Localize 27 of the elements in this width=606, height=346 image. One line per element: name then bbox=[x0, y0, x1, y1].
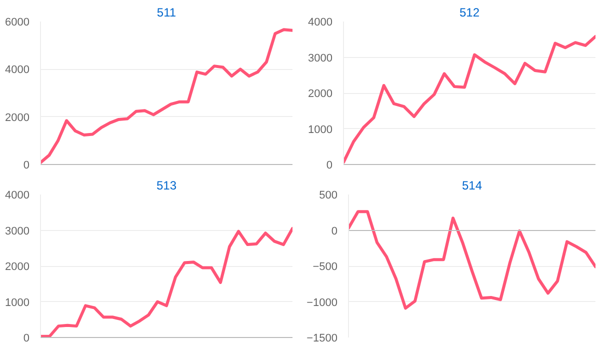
line-series bbox=[40, 28, 292, 164]
y-tick-label: 4000 bbox=[5, 64, 30, 76]
chart-title: 513 bbox=[156, 178, 177, 192]
chart-title: 511 bbox=[156, 6, 176, 20]
y-tick-label: −500 bbox=[312, 261, 338, 273]
y-tick-label: 0 bbox=[23, 160, 30, 172]
y-tick-label: 2000 bbox=[5, 261, 30, 273]
y-tick-label: 4000 bbox=[5, 190, 30, 202]
line-series bbox=[40, 226, 292, 338]
line-series bbox=[344, 35, 596, 164]
y-tick-label: 6000 bbox=[5, 16, 30, 28]
y-tick-label: 1000 bbox=[5, 296, 30, 309]
y-tick-label: 0 bbox=[23, 332, 30, 344]
y-tick-label: −1000 bbox=[306, 296, 338, 309]
y-tick-label: 500 bbox=[319, 190, 338, 202]
y-tick-label: 3000 bbox=[308, 52, 333, 64]
y-tick-label: 0 bbox=[326, 160, 333, 172]
y-tick-label: −1500 bbox=[306, 332, 338, 344]
y-tick-label: 4000 bbox=[308, 16, 333, 28]
line-series bbox=[348, 210, 596, 310]
chart-title: 512 bbox=[459, 6, 480, 20]
y-tick-label: 3000 bbox=[5, 225, 30, 238]
y-tick-label: 0 bbox=[331, 225, 338, 238]
chart-title: 514 bbox=[462, 178, 482, 192]
y-tick-label: 2000 bbox=[308, 88, 333, 100]
y-tick-label: 2000 bbox=[5, 112, 30, 124]
y-tick-label: 1000 bbox=[308, 124, 333, 136]
